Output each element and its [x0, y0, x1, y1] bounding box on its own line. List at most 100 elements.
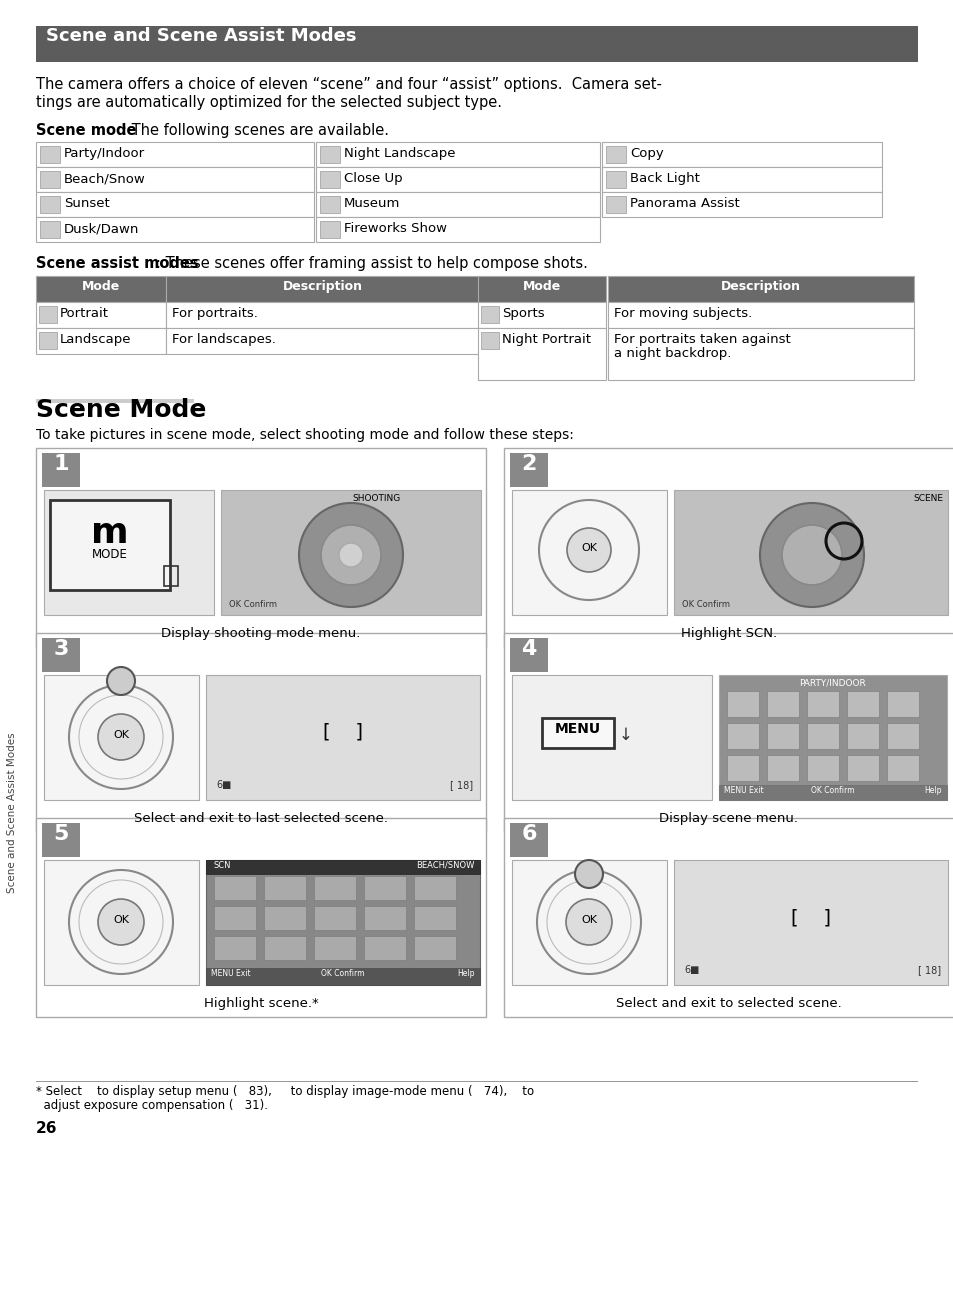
- Bar: [512, 859, 666, 986]
- Bar: [477, 302, 605, 328]
- Bar: [36, 448, 485, 646]
- Bar: [40, 146, 60, 163]
- Bar: [503, 448, 953, 646]
- Bar: [510, 639, 547, 671]
- Text: The camera offers a choice of eleven “scene” and four “assist” options.  Camera : The camera offers a choice of eleven “sc…: [36, 78, 661, 92]
- Bar: [206, 968, 479, 986]
- Bar: [213, 905, 255, 930]
- Text: PARTY/INDOOR: PARTY/INDOOR: [799, 679, 865, 689]
- Bar: [221, 490, 480, 615]
- Text: : The following scenes are available.: : The following scenes are available.: [122, 124, 389, 138]
- Bar: [315, 142, 599, 167]
- Bar: [319, 171, 339, 188]
- Bar: [319, 221, 339, 238]
- Bar: [719, 784, 946, 800]
- Bar: [42, 453, 80, 487]
- Bar: [206, 859, 479, 874]
- Text: SHOOTING: SHOOTING: [353, 494, 400, 503]
- Text: MODE: MODE: [92, 548, 128, 561]
- Bar: [314, 936, 355, 961]
- Text: Scene and Scene Assist Modes: Scene and Scene Assist Modes: [46, 28, 356, 45]
- Text: Highlight scene.*: Highlight scene.*: [203, 997, 318, 1010]
- Text: a night backdrop.: a night backdrop.: [614, 347, 731, 360]
- Text: [    ]: [ ]: [323, 723, 363, 742]
- Text: Night Portrait: Night Portrait: [501, 332, 590, 346]
- Text: * Select    to display setup menu (   83),     to display image-mode menu (   74: * Select to display setup menu ( 83), to…: [36, 1085, 534, 1099]
- Text: Help: Help: [457, 968, 475, 978]
- Bar: [166, 328, 479, 353]
- Bar: [766, 756, 799, 781]
- Text: Portrait: Portrait: [60, 307, 109, 321]
- Text: Display shooting mode menu.: Display shooting mode menu.: [161, 627, 360, 640]
- Bar: [806, 756, 838, 781]
- Text: OK: OK: [112, 915, 129, 925]
- Text: [    ]: [ ]: [790, 908, 830, 926]
- Text: OK Confirm: OK Confirm: [229, 600, 276, 608]
- Text: Help: Help: [923, 786, 941, 795]
- Text: adjust exposure compensation (   31).: adjust exposure compensation ( 31).: [36, 1099, 268, 1112]
- Bar: [806, 723, 838, 749]
- Bar: [36, 328, 166, 353]
- Text: 3: 3: [53, 639, 69, 660]
- Text: m: m: [91, 516, 129, 551]
- Text: [ 18]: [ 18]: [917, 964, 941, 975]
- Bar: [44, 859, 199, 986]
- Bar: [766, 691, 799, 717]
- Bar: [364, 876, 406, 900]
- Bar: [50, 501, 170, 590]
- Circle shape: [575, 859, 602, 888]
- Bar: [607, 302, 913, 328]
- Bar: [673, 490, 947, 615]
- Text: OK Confirm: OK Confirm: [681, 600, 729, 608]
- Circle shape: [107, 668, 135, 695]
- Text: OK Confirm: OK Confirm: [321, 968, 364, 978]
- Bar: [726, 691, 759, 717]
- Bar: [36, 819, 485, 1017]
- Bar: [846, 723, 878, 749]
- Bar: [315, 217, 599, 242]
- Text: Scene and Scene Assist Modes: Scene and Scene Assist Modes: [7, 733, 17, 894]
- Bar: [846, 691, 878, 717]
- Text: Highlight SCN.: Highlight SCN.: [680, 627, 777, 640]
- Text: ↓: ↓: [618, 727, 632, 744]
- Text: Select and exit to last selected scene.: Select and exit to last selected scene.: [133, 812, 388, 825]
- Text: Dusk/Dawn: Dusk/Dawn: [64, 222, 139, 235]
- Text: Night Landscape: Night Landscape: [344, 147, 455, 160]
- Text: 6■: 6■: [683, 964, 699, 975]
- Bar: [605, 196, 625, 213]
- Text: Landscape: Landscape: [60, 332, 132, 346]
- Text: SCENE: SCENE: [912, 494, 942, 503]
- Bar: [44, 675, 199, 800]
- Text: Museum: Museum: [344, 197, 400, 210]
- Bar: [36, 142, 314, 167]
- Bar: [477, 328, 605, 380]
- Bar: [40, 221, 60, 238]
- Text: tings are automatically optimized for the selected subject type.: tings are automatically optimized for th…: [36, 95, 501, 110]
- Bar: [510, 823, 547, 857]
- Circle shape: [98, 714, 144, 759]
- Bar: [414, 936, 456, 961]
- Bar: [607, 276, 913, 302]
- Bar: [503, 633, 953, 832]
- Text: Fireworks Show: Fireworks Show: [344, 222, 447, 235]
- Bar: [673, 859, 947, 986]
- Text: Party/Indoor: Party/Indoor: [64, 147, 145, 160]
- Bar: [164, 566, 178, 586]
- Bar: [39, 306, 57, 323]
- Bar: [480, 306, 498, 323]
- Circle shape: [566, 528, 610, 572]
- Bar: [605, 146, 625, 163]
- Bar: [364, 905, 406, 930]
- Text: 4: 4: [520, 639, 537, 660]
- Text: Sunset: Sunset: [64, 197, 110, 210]
- Circle shape: [760, 503, 863, 607]
- Text: MENU: MENU: [555, 721, 600, 736]
- Bar: [206, 675, 479, 800]
- Text: 1: 1: [53, 455, 69, 474]
- Bar: [36, 399, 193, 403]
- Bar: [40, 196, 60, 213]
- Text: Beach/Snow: Beach/Snow: [64, 172, 146, 185]
- Text: 5: 5: [53, 824, 69, 844]
- Text: OK: OK: [580, 915, 597, 925]
- Text: 6: 6: [520, 824, 537, 844]
